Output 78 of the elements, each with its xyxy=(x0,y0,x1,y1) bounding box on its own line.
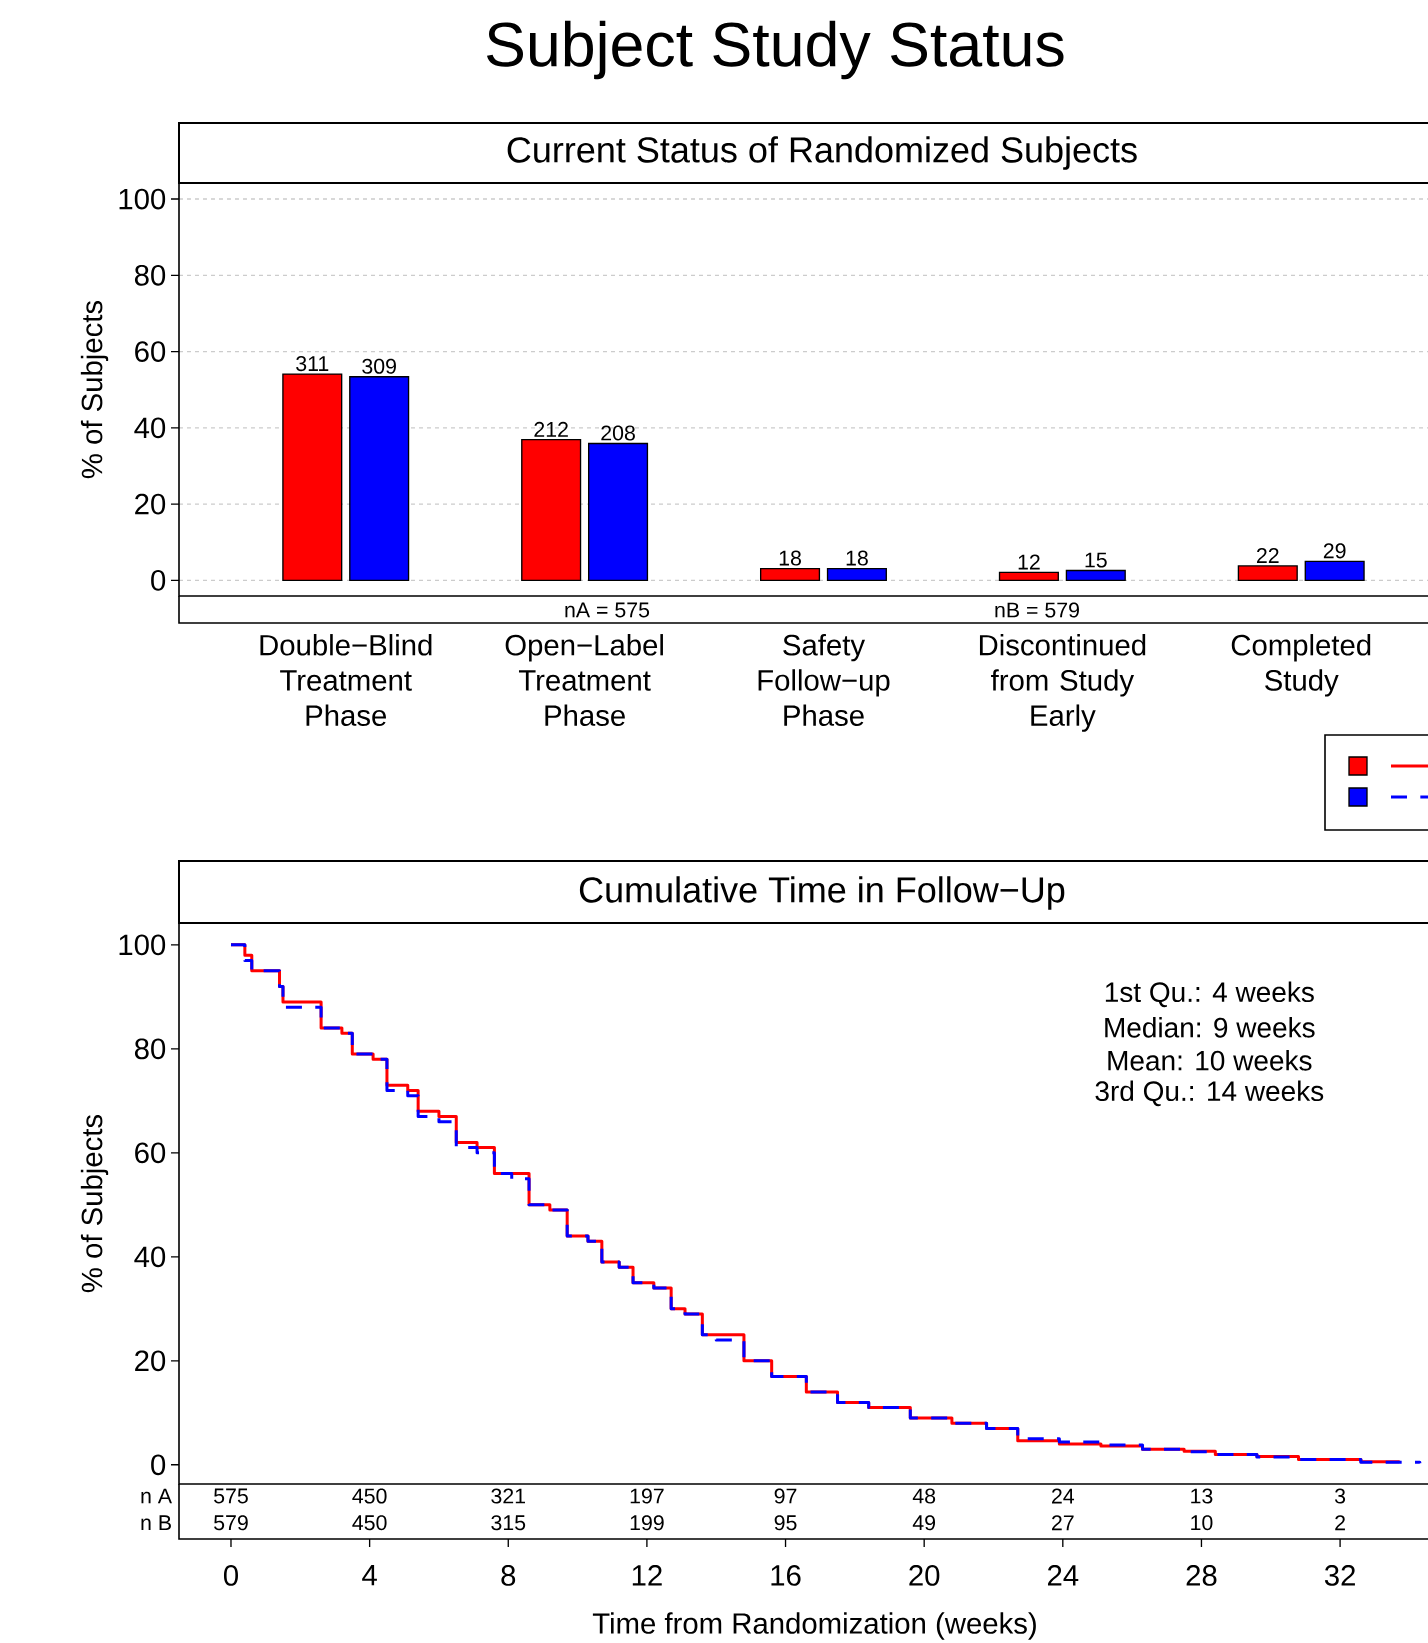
x-tick-label: 0 xyxy=(223,1565,238,1586)
bar xyxy=(826,567,887,582)
x-tick-label: 32 xyxy=(1324,1565,1355,1586)
annotation: 12 xyxy=(1018,554,1040,570)
text: 49 xyxy=(912,1515,936,1531)
text: 197 xyxy=(630,1488,664,1504)
text: nB = 579 xyxy=(995,602,1079,618)
text: 13 xyxy=(1191,1488,1213,1504)
annotation: Median: 9 weeks xyxy=(1105,1017,1315,1038)
x-tick-label: 20 xyxy=(909,1565,940,1586)
annotation: Mean: 10 weeks xyxy=(1108,1050,1312,1071)
chart-title: Cumulative Time in Follow−Up xyxy=(579,876,1065,910)
bar xyxy=(998,571,1059,582)
y-tick-label: 60 xyxy=(135,341,166,362)
y-tick-label: 60 xyxy=(135,1142,166,1164)
text: 315 xyxy=(491,1515,526,1531)
annotation: 18 xyxy=(779,550,801,566)
text: 199 xyxy=(630,1515,664,1531)
y-tick-label: 20 xyxy=(135,493,166,515)
annotation: 212 xyxy=(534,421,568,437)
x-tick-label: Double−Blind Treatment Phase xyxy=(260,634,432,727)
y-tick-label: 100 xyxy=(119,188,166,210)
y-tick-label: 0 xyxy=(151,1454,166,1476)
annotation: 29 xyxy=(1323,543,1346,559)
annotation: 3rd Qu.: 14 weeks xyxy=(1095,1080,1324,1107)
y-axis-title: % of Subjects xyxy=(80,300,109,479)
x-tick-label: Discontinued from Study Early xyxy=(979,634,1146,732)
y-tick-label: 0 xyxy=(151,569,166,591)
annotation: 1st Qu.: 4 weeks xyxy=(1105,981,1314,1008)
text: 450 xyxy=(352,1515,387,1531)
text: 10 xyxy=(1191,1515,1213,1531)
text: 579 xyxy=(214,1515,248,1531)
y-tick-label: 20 xyxy=(135,1350,166,1372)
text: 321 xyxy=(491,1488,525,1504)
bar xyxy=(1237,565,1298,582)
text: 2 xyxy=(1335,1515,1345,1531)
y-tick-label: 40 xyxy=(134,1246,166,1268)
x-tick-label: 12 xyxy=(632,1565,662,1586)
text: 97 xyxy=(774,1488,797,1504)
annotation: 208 xyxy=(601,425,635,441)
text: 95 xyxy=(774,1515,797,1531)
annotation: 311 xyxy=(296,356,329,372)
x-tick-label: Safety Follow−up Phase xyxy=(758,634,890,726)
text: 575 xyxy=(214,1488,248,1504)
x-tick-label: 28 xyxy=(1186,1565,1217,1586)
y-axis-title: % of Subjects xyxy=(80,1114,109,1293)
bar xyxy=(1065,569,1126,582)
bar xyxy=(349,376,410,582)
text: 450 xyxy=(352,1488,387,1504)
text: 24 xyxy=(1052,1488,1075,1504)
bar xyxy=(282,373,343,582)
y-tick-label: 80 xyxy=(134,1038,166,1060)
x-tick-label: 8 xyxy=(501,1565,516,1586)
annotation: 15 xyxy=(1085,552,1107,568)
bar xyxy=(1304,560,1365,582)
annotation: 18 xyxy=(846,550,868,566)
text: n A xyxy=(141,1488,172,1504)
bar xyxy=(759,567,821,582)
chart-title: Subject Study Status xyxy=(486,20,1064,80)
x-tick-label: Completed Study xyxy=(1231,634,1371,697)
bar xyxy=(521,438,582,582)
x-tick-label: 24 xyxy=(1047,1565,1079,1586)
x-axis-title: Time from Randomization (weeks) xyxy=(592,1612,1036,1640)
bar xyxy=(588,442,649,582)
text: n B xyxy=(141,1515,171,1531)
chart-subtitle: Current Status of Randomized Subjects xyxy=(507,136,1137,170)
y-tick-label: 100 xyxy=(119,934,166,956)
text: nA = 575 xyxy=(565,602,650,618)
text: 3 xyxy=(1334,1488,1346,1504)
annotation: 309 xyxy=(362,358,396,374)
x-tick-label: 16 xyxy=(771,1565,801,1586)
text: 48 xyxy=(912,1488,936,1504)
x-tick-label: 4 xyxy=(362,1565,377,1586)
y-tick-label: 40 xyxy=(134,417,166,439)
text: 27 xyxy=(1052,1515,1074,1531)
y-tick-label: 80 xyxy=(134,264,166,286)
x-tick-label: Open−Label Treatment Phase xyxy=(505,634,663,727)
annotation: 22 xyxy=(1256,548,1279,563)
